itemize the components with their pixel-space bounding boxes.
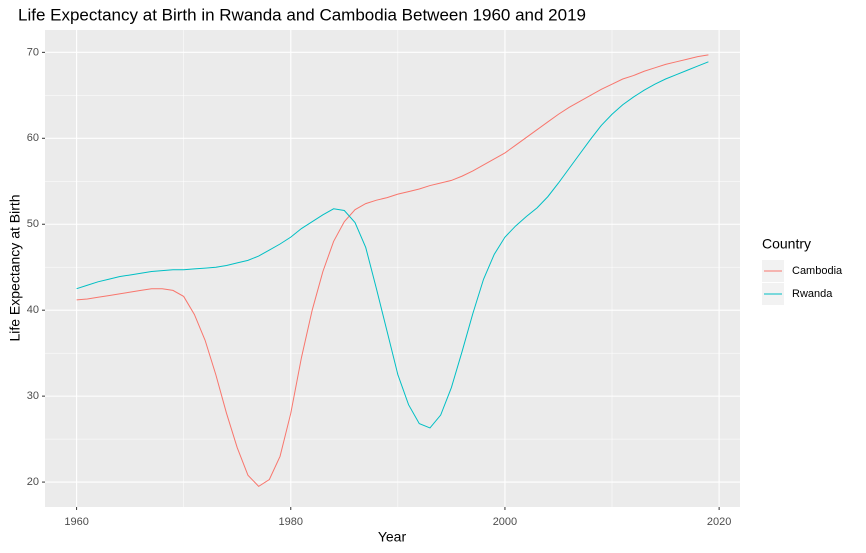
legend-label: Cambodia (792, 265, 843, 277)
legend-label: Rwanda (792, 288, 833, 300)
chart-title: Life Expectancy at Birth in Rwanda and C… (18, 5, 586, 24)
y-tick-label: 30 (27, 390, 39, 402)
y-tick-label: 50 (27, 218, 39, 230)
y-axis-title: Life Expectancy at Birth (7, 194, 23, 341)
y-tick-label: 60 (27, 132, 39, 144)
panel (45, 30, 740, 507)
y-tick-label: 20 (27, 476, 39, 488)
legend-title: Country (762, 236, 811, 252)
line (76, 61, 709, 429)
y-tick-label: 40 (27, 304, 39, 316)
y-tick-label: 70 (27, 46, 39, 58)
x-tick-label: 2020 (707, 516, 731, 528)
x-tick-label: 2000 (493, 516, 517, 528)
x-tick-label: 1980 (279, 516, 303, 528)
x-axis-title: Year (378, 529, 407, 545)
x-tick-label: 1960 (64, 516, 88, 528)
line (76, 54, 709, 488)
